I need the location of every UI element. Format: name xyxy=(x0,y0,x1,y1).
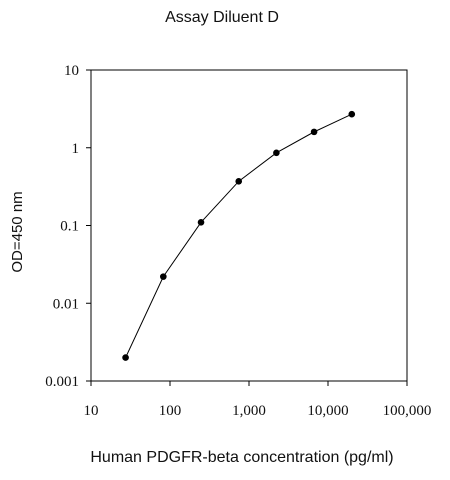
y-axis-label: OD=450 nm xyxy=(9,191,26,272)
x-tick-label: 100,000 xyxy=(383,403,432,419)
plot-area: 10 100 1,000 10,000 100,000 10 1 0.1 0.01 0.001 xyxy=(45,63,431,419)
data-point xyxy=(310,128,318,136)
y-tick-label: 0.01 xyxy=(53,296,79,312)
data-point xyxy=(273,149,280,157)
y-tick-label: 0.001 xyxy=(45,374,79,390)
data-point xyxy=(348,110,356,118)
y-tick-label: 10 xyxy=(64,63,79,79)
chart-title: Assay Diluent D xyxy=(165,9,279,26)
y-axis: 10 1 0.1 0.01 0.001 xyxy=(45,63,91,390)
data-point xyxy=(197,218,205,226)
plot-frame xyxy=(90,69,408,382)
data-point xyxy=(235,178,243,185)
x-axis-label: Human PDGFR-beta concentration (pg/ml) xyxy=(90,449,393,466)
series-layer xyxy=(122,110,356,361)
data-point xyxy=(122,354,129,361)
x-tick-label: 1,000 xyxy=(232,403,266,419)
x-tick-label: 10,000 xyxy=(307,403,348,419)
x-axis: 10 100 1,000 10,000 100,000 xyxy=(84,381,432,419)
data-point xyxy=(160,273,167,280)
y-tick-label: 1 xyxy=(72,141,80,157)
x-tick-label: 100 xyxy=(159,403,182,419)
x-tick-label: 10 xyxy=(84,403,99,419)
series-line xyxy=(125,113,352,358)
y-tick-label: 0.1 xyxy=(60,219,79,235)
